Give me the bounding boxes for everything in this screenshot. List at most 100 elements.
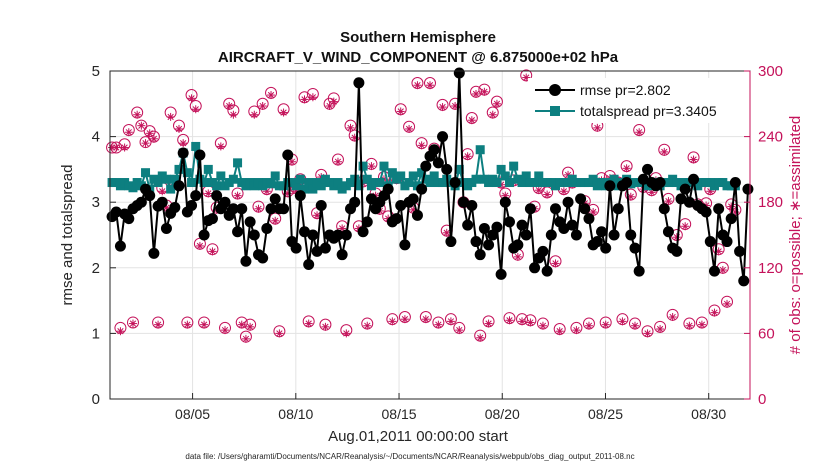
obs-assimilated-point: [179, 139, 188, 148]
totalspread-point: [174, 164, 184, 174]
obs-assimilated-stroke: [138, 122, 145, 129]
rmse-point: [545, 229, 557, 241]
totalspread-point: [588, 174, 598, 184]
obs-assimilated-stroke: [280, 109, 287, 116]
rmse-point: [349, 196, 361, 208]
obs-assimilated-point: [254, 204, 263, 213]
rmse-point: [658, 203, 670, 215]
rmse-point: [257, 252, 269, 264]
rmse-point: [679, 183, 691, 195]
rmse-point: [420, 160, 432, 172]
totalspread-point: [191, 141, 201, 151]
obs-assimilated-stroke: [686, 322, 693, 329]
totalspread-point: [609, 174, 619, 184]
obs-assimilated-stroke: [669, 313, 676, 321]
rmse-point: [738, 275, 750, 287]
totalspread-point: [170, 174, 180, 184]
obs-assimilated-point: [200, 320, 209, 329]
obs-assimilated-stroke: [405, 125, 413, 133]
rmse-point: [541, 265, 553, 277]
rmse-point: [642, 163, 654, 175]
totalspread-point: [496, 164, 506, 174]
obs-assimilated-point: [133, 110, 142, 119]
totalspread-point: [509, 161, 519, 171]
obs-assimilated-stroke: [661, 148, 668, 156]
x-tick-label: 08/05: [175, 406, 210, 422]
obs-assimilated-point: [195, 241, 204, 250]
obs-assimilated-point: [191, 105, 200, 114]
obs-assimilated-point: [300, 95, 309, 104]
rmse-point: [144, 190, 156, 202]
obs-assimilated-point: [329, 97, 338, 106]
obs-assimilated-point: [492, 99, 501, 108]
obs-assimilated-stroke: [343, 330, 350, 337]
obs-assimilated-stroke: [389, 318, 396, 325]
obs-assimilated-point: [513, 252, 522, 261]
y-right-tick-label: 240: [758, 129, 783, 146]
obs-assimilated-point: [208, 247, 217, 256]
obs-assimilated-point: [455, 326, 464, 335]
obs-assimilated-stroke: [426, 82, 434, 89]
totalspread-point: [417, 168, 427, 178]
obs-assimilated-stroke: [180, 140, 187, 147]
obs-assimilated-stroke: [698, 321, 706, 328]
totalspread-point: [471, 174, 481, 184]
obs-assimilated-point: [233, 191, 242, 200]
obs-assimilated-stroke: [150, 135, 158, 142]
totalspread-point: [500, 171, 510, 181]
rmse-point: [303, 259, 315, 271]
obs-assimilated-stroke: [301, 96, 308, 103]
obs-assimilated-stroke: [246, 323, 254, 330]
rmse-point: [206, 213, 218, 225]
rmse-point: [503, 216, 515, 228]
obs-assimilated-stroke: [267, 91, 275, 99]
rmse-point: [445, 236, 457, 248]
rmse-point: [236, 203, 248, 215]
obs-assimilated-point: [689, 155, 698, 164]
obs-assimilated-stroke: [221, 326, 229, 334]
obs-assimilated-point: [346, 123, 355, 132]
obs-assimilated-stroke: [711, 309, 718, 316]
rmse-point: [290, 242, 302, 254]
obs-assimilated-point: [480, 87, 489, 96]
obs-assimilated-stroke: [456, 326, 463, 334]
totalspread-point: [187, 178, 197, 188]
rmse-point: [520, 229, 532, 241]
obs-assimilated-stroke: [259, 102, 266, 110]
totalspread-point: [521, 171, 531, 181]
totalspread-point: [270, 171, 280, 181]
rmse-point: [365, 193, 377, 205]
obs-assimilated-point: [484, 319, 493, 328]
obs-assimilated-point: [601, 320, 610, 329]
obs-assimilated-stroke: [623, 165, 630, 172]
obs-assimilated-stroke: [451, 102, 459, 110]
rmse-point: [713, 203, 725, 215]
obs-assimilated-point: [584, 321, 593, 330]
obs-assimilated-stroke: [334, 158, 342, 165]
obs-assimilated-point: [128, 319, 137, 328]
obs-assimilated-point: [622, 164, 631, 173]
rmse-point: [169, 201, 181, 213]
obs-assimilated-stroke: [272, 217, 279, 224]
rmse-point: [428, 144, 440, 156]
totalspread-point: [304, 178, 314, 188]
totalspread-point: [517, 178, 527, 188]
obs-assimilated-stroke: [518, 318, 526, 325]
obs-assimilated-point: [505, 316, 514, 325]
obs-assimilated-stroke: [485, 320, 492, 327]
rmse-point: [512, 239, 524, 251]
rmse-point: [596, 226, 608, 238]
obs-assimilated-stroke: [636, 129, 643, 136]
obs-assimilated-point: [166, 112, 175, 121]
rmse-point: [307, 229, 319, 241]
obs-assimilated-stroke: [305, 320, 312, 327]
obs-assimilated-point: [630, 321, 639, 330]
obs-assimilated-point: [250, 110, 259, 119]
y-tick-label: 5: [92, 63, 100, 80]
totalspread-point: [166, 184, 176, 194]
rmse-point: [298, 226, 310, 238]
rmse-point: [407, 193, 419, 205]
obs-assimilated-point: [321, 322, 330, 331]
rmse-point: [524, 203, 536, 215]
